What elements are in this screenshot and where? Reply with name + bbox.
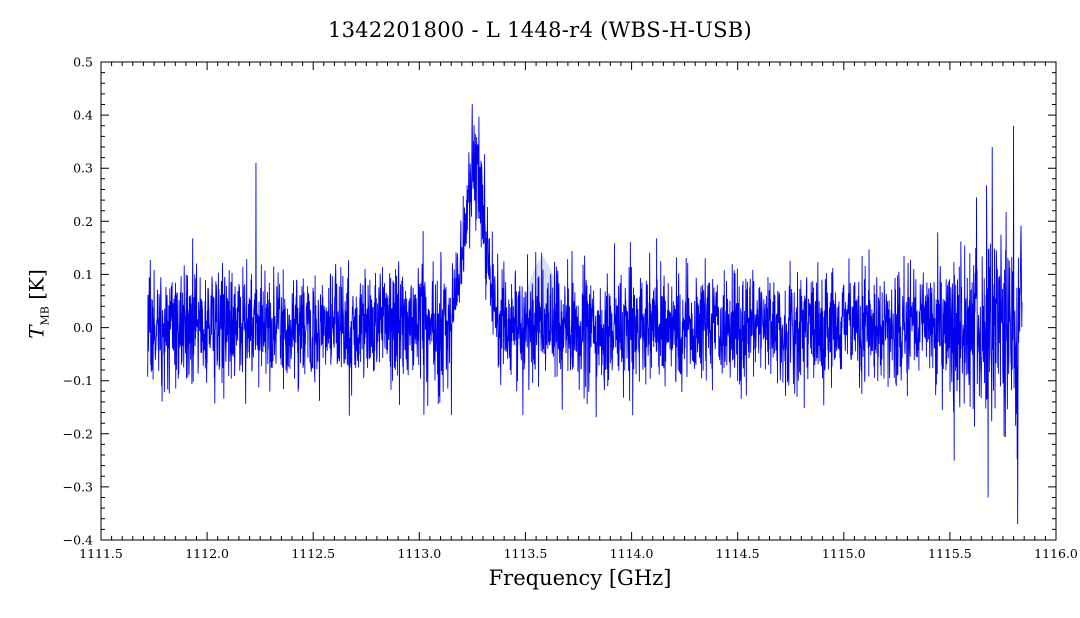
y-tick-label: 0.4: [73, 108, 93, 123]
x-tick-label: 1113.0: [397, 546, 441, 561]
x-tick-label: 1111.5: [79, 546, 123, 561]
x-tick-label: 1115.0: [822, 546, 866, 561]
y-tick-label: −0.2: [63, 426, 93, 441]
x-tick-label: 1113.5: [504, 546, 548, 561]
x-tick-label: 1112.5: [291, 546, 335, 561]
x-tick-label: 1112.0: [185, 546, 229, 561]
y-tick-label: 0.5: [73, 55, 93, 70]
y-tick-label: 0.2: [73, 214, 93, 229]
y-tick-label: 0.0: [73, 320, 93, 335]
y-axis-subscript: MB: [38, 306, 52, 326]
spectrum-line: [147, 104, 1023, 525]
y-tick-label: −0.3: [63, 479, 93, 494]
y-axis-unit: [K]: [24, 269, 49, 300]
x-tick-label: 1114.0: [610, 546, 654, 561]
y-tick-label: −0.4: [63, 533, 93, 548]
spectrum-series: [147, 104, 1023, 525]
y-tick-label: 0.1: [73, 267, 93, 282]
x-tick-label: 1114.5: [716, 546, 760, 561]
y-tick-label: −0.1: [63, 373, 93, 388]
axis-ticks: [100, 61, 1057, 541]
y-axis-symbol: T: [24, 325, 49, 339]
y-tick-label: 0.3: [73, 161, 93, 176]
tick-marks: [100, 61, 1057, 541]
x-tick-label: 1115.5: [928, 546, 972, 561]
x-tick-label: 1116.0: [1034, 546, 1078, 561]
axis-tick-labels: 1111.5 1112.0 1112.5 1113.0 1113.5 1114.0 1114…: [63, 55, 1078, 562]
chart-title: 1342201800 - L 1448-r4 (WBS-H-USB): [327, 18, 753, 42]
x-axis-label: Frequency [GHz]: [488, 566, 672, 590]
